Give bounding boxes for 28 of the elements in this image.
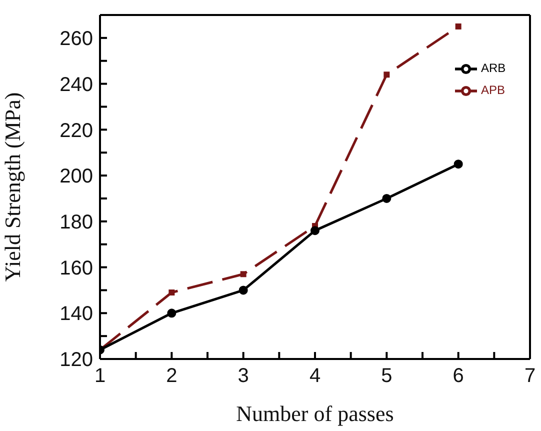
legend-label: APB bbox=[481, 83, 506, 98]
x-axis-title: Number of passes bbox=[236, 401, 394, 426]
y-tick-label: 160 bbox=[60, 257, 93, 280]
point bbox=[310, 226, 320, 236]
y-tick-label: 220 bbox=[60, 120, 93, 142]
x-tick-label: 5 bbox=[381, 365, 392, 388]
x-tick-label: 2 bbox=[166, 365, 178, 388]
x-tick-label: 4 bbox=[309, 365, 321, 388]
point bbox=[382, 194, 392, 203]
point bbox=[167, 308, 176, 318]
x-tick-label: 6 bbox=[452, 365, 464, 388]
legend-label: ARB bbox=[481, 61, 506, 76]
point bbox=[168, 289, 175, 296]
y-tick-label: 180 bbox=[60, 212, 93, 234]
y-tick-label: 140 bbox=[60, 303, 93, 326]
point bbox=[384, 72, 390, 78]
point bbox=[240, 271, 246, 278]
point bbox=[454, 160, 463, 169]
y-tick-label: 120 bbox=[60, 349, 93, 372]
y-tick-label: 200 bbox=[60, 166, 93, 188]
x-tick-label: 7 bbox=[524, 365, 536, 388]
y-axis-title: Yield Strength (MPa) bbox=[0, 92, 25, 282]
y-tick-label: 260 bbox=[60, 28, 93, 50]
x-tick-label: 1 bbox=[94, 365, 106, 388]
point bbox=[455, 23, 462, 30]
x-tick-label: 3 bbox=[238, 365, 249, 388]
y-tick-label: 240 bbox=[60, 74, 93, 96]
point bbox=[238, 286, 248, 295]
